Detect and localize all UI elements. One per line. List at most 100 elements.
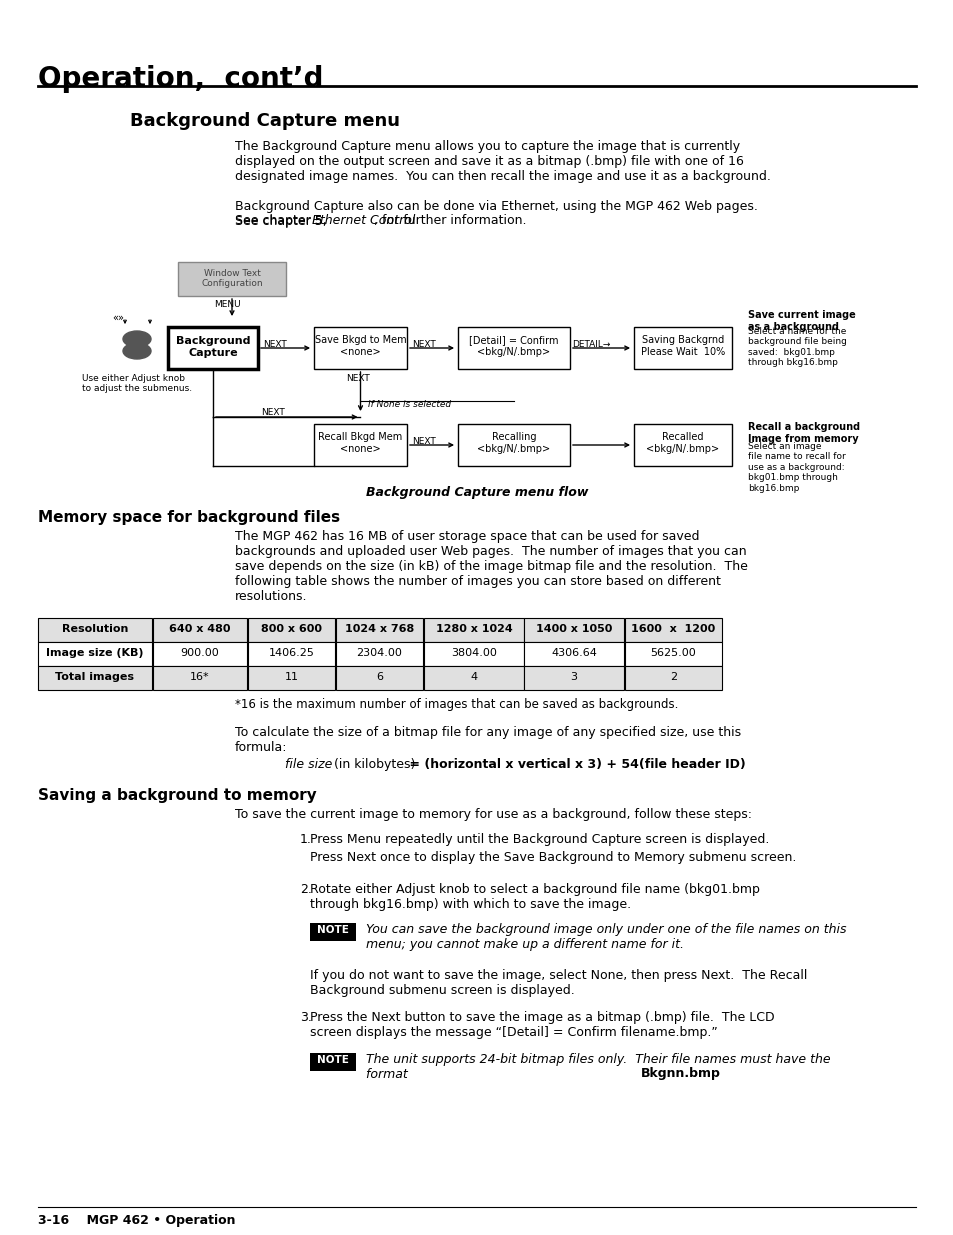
Bar bbox=[523, 618, 623, 642]
Bar bbox=[423, 618, 523, 642]
Text: 11: 11 bbox=[284, 672, 298, 682]
Text: 5625.00: 5625.00 bbox=[650, 648, 696, 658]
Bar bbox=[335, 666, 422, 690]
Bar bbox=[152, 642, 247, 666]
Text: 800 x 600: 800 x 600 bbox=[261, 624, 322, 634]
Text: 3: 3 bbox=[570, 672, 577, 682]
Text: Operation,  cont’d: Operation, cont’d bbox=[38, 65, 323, 93]
Text: Recalled
<bkg/N/.bmp>: Recalled <bkg/N/.bmp> bbox=[646, 432, 719, 453]
Bar bbox=[335, 642, 422, 666]
Text: 3804.00: 3804.00 bbox=[451, 648, 497, 658]
Text: Recall Bkgd Mem
<none>: Recall Bkgd Mem <none> bbox=[318, 432, 402, 453]
Bar bbox=[314, 424, 407, 466]
Text: Save Bkgd to Mem
<none>: Save Bkgd to Mem <none> bbox=[314, 335, 406, 357]
Text: 3.: 3. bbox=[299, 1011, 312, 1024]
Text: Image size (KB): Image size (KB) bbox=[46, 648, 144, 658]
Text: Memory space for background files: Memory space for background files bbox=[38, 510, 340, 525]
Text: Select an image
file name to recall for
use as a background:
bkg01.bmp through
b: Select an image file name to recall for … bbox=[747, 442, 845, 493]
Text: 6: 6 bbox=[375, 672, 382, 682]
Text: The Background Capture menu allows you to capture the image that is currently
di: The Background Capture menu allows you t… bbox=[234, 140, 770, 183]
Text: = (horizontal x vertical x 3) + 54(file header ID): = (horizontal x vertical x 3) + 54(file … bbox=[405, 758, 745, 771]
Text: NEXT: NEXT bbox=[346, 374, 370, 383]
Ellipse shape bbox=[123, 331, 151, 347]
Bar bbox=[38, 642, 152, 666]
Bar bbox=[523, 642, 623, 666]
Bar bbox=[248, 618, 335, 642]
Text: [Detail] = Confirm
<bkg/N/.bmp>: [Detail] = Confirm <bkg/N/.bmp> bbox=[469, 335, 558, 357]
Text: , for further information.: , for further information. bbox=[374, 214, 526, 227]
Bar bbox=[624, 642, 721, 666]
Bar bbox=[457, 424, 569, 466]
Text: NOTE: NOTE bbox=[316, 1055, 349, 1065]
Text: Bkgnn.bmp: Bkgnn.bmp bbox=[640, 1067, 720, 1079]
Text: Window Text
Configuration: Window Text Configuration bbox=[201, 269, 262, 289]
Text: If you do not want to save the image, select None, then press Next.  The Recall
: If you do not want to save the image, se… bbox=[310, 969, 806, 997]
Text: 4306.64: 4306.64 bbox=[551, 648, 597, 658]
Bar bbox=[634, 327, 731, 369]
Bar bbox=[38, 618, 152, 642]
Text: file size: file size bbox=[285, 758, 332, 771]
Text: 2: 2 bbox=[669, 672, 677, 682]
Bar bbox=[335, 618, 422, 642]
Bar bbox=[423, 666, 523, 690]
Ellipse shape bbox=[123, 343, 151, 359]
Text: Recalling
<bkg/N/.bmp>: Recalling <bkg/N/.bmp> bbox=[476, 432, 550, 453]
Text: Press the Next button to save the image as a bitmap (.bmp) file.  The LCD
screen: Press the Next button to save the image … bbox=[310, 1011, 774, 1039]
Text: 900.00: 900.00 bbox=[180, 648, 219, 658]
Bar bbox=[314, 327, 407, 369]
Text: To calculate the size of a bitmap file for any image of any specified size, use : To calculate the size of a bitmap file f… bbox=[234, 726, 740, 755]
Text: Background
Capture: Background Capture bbox=[175, 336, 250, 358]
Text: NOTE: NOTE bbox=[316, 925, 349, 935]
Text: You can save the background image only under one of the file names on this
menu;: You can save the background image only u… bbox=[366, 923, 845, 951]
Text: See chapter 5,: See chapter 5, bbox=[234, 214, 331, 227]
Text: NEXT: NEXT bbox=[412, 340, 436, 350]
Text: .: . bbox=[692, 1067, 697, 1079]
Text: The MGP 462 has 16 MB of user storage space that can be used for saved
backgroun: The MGP 462 has 16 MB of user storage sp… bbox=[234, 530, 747, 603]
Text: 1400 x 1050: 1400 x 1050 bbox=[536, 624, 612, 634]
Bar bbox=[457, 327, 569, 369]
Text: NEXT: NEXT bbox=[412, 437, 436, 446]
Text: «»: «» bbox=[112, 312, 124, 324]
Text: MENU: MENU bbox=[213, 300, 240, 309]
Text: Save current image
as a background: Save current image as a background bbox=[747, 310, 855, 332]
Text: Background Capture menu: Background Capture menu bbox=[130, 112, 399, 130]
Bar bbox=[152, 618, 247, 642]
Text: *16 is the maximum number of images that can be saved as backgrounds.: *16 is the maximum number of images that… bbox=[234, 698, 678, 711]
Bar bbox=[310, 1053, 355, 1071]
Bar bbox=[168, 327, 257, 369]
Text: Select a name for the
background file being
saved:  bkg01.bmp
through bkg16.bmp: Select a name for the background file be… bbox=[747, 327, 846, 367]
Bar bbox=[624, 618, 721, 642]
Text: If None is selected: If None is selected bbox=[368, 400, 451, 409]
Bar bbox=[248, 642, 335, 666]
Text: NEXT: NEXT bbox=[263, 340, 287, 350]
Text: Press Menu repeatedly until the Background Capture screen is displayed.: Press Menu repeatedly until the Backgrou… bbox=[310, 832, 768, 846]
Text: (in kilobytes): (in kilobytes) bbox=[330, 758, 415, 771]
Text: Background Capture also can be done via Ethernet, using the MGP 462 Web pages.
S: Background Capture also can be done via … bbox=[234, 200, 757, 228]
Text: Press Next once to display the Save Background to Memory submenu screen.: Press Next once to display the Save Back… bbox=[310, 851, 796, 864]
Bar bbox=[38, 666, 152, 690]
Text: 2.: 2. bbox=[299, 883, 312, 897]
Bar bbox=[152, 666, 247, 690]
Text: 4: 4 bbox=[470, 672, 477, 682]
Text: DETAIL→: DETAIL→ bbox=[572, 340, 610, 350]
Text: 640 x 480: 640 x 480 bbox=[169, 624, 231, 634]
Text: Ethernet Control: Ethernet Control bbox=[312, 214, 415, 227]
Bar bbox=[634, 424, 731, 466]
Bar bbox=[310, 923, 355, 941]
Text: Use either Adjust knob
to adjust the submenus.: Use either Adjust knob to adjust the sub… bbox=[82, 374, 192, 394]
Text: Saving Backgrnd
Please Wait  10%: Saving Backgrnd Please Wait 10% bbox=[640, 335, 724, 357]
Text: 1600  x  1200: 1600 x 1200 bbox=[631, 624, 715, 634]
Text: 1024 x 768: 1024 x 768 bbox=[345, 624, 414, 634]
Text: 3-16    MGP 462 • Operation: 3-16 MGP 462 • Operation bbox=[38, 1214, 235, 1228]
Text: 1280 x 1024: 1280 x 1024 bbox=[436, 624, 512, 634]
Text: Saving a background to memory: Saving a background to memory bbox=[38, 788, 316, 803]
Text: 2304.00: 2304.00 bbox=[356, 648, 402, 658]
Text: The unit supports 24-bit bitmap files only.  Their file names must have the
form: The unit supports 24-bit bitmap files on… bbox=[366, 1053, 830, 1081]
Bar bbox=[423, 642, 523, 666]
Bar bbox=[178, 262, 286, 296]
Bar bbox=[523, 666, 623, 690]
Text: Total images: Total images bbox=[55, 672, 134, 682]
Text: 1406.25: 1406.25 bbox=[269, 648, 314, 658]
Text: Resolution: Resolution bbox=[62, 624, 128, 634]
Text: Recall a background
Image from memory: Recall a background Image from memory bbox=[747, 422, 860, 443]
